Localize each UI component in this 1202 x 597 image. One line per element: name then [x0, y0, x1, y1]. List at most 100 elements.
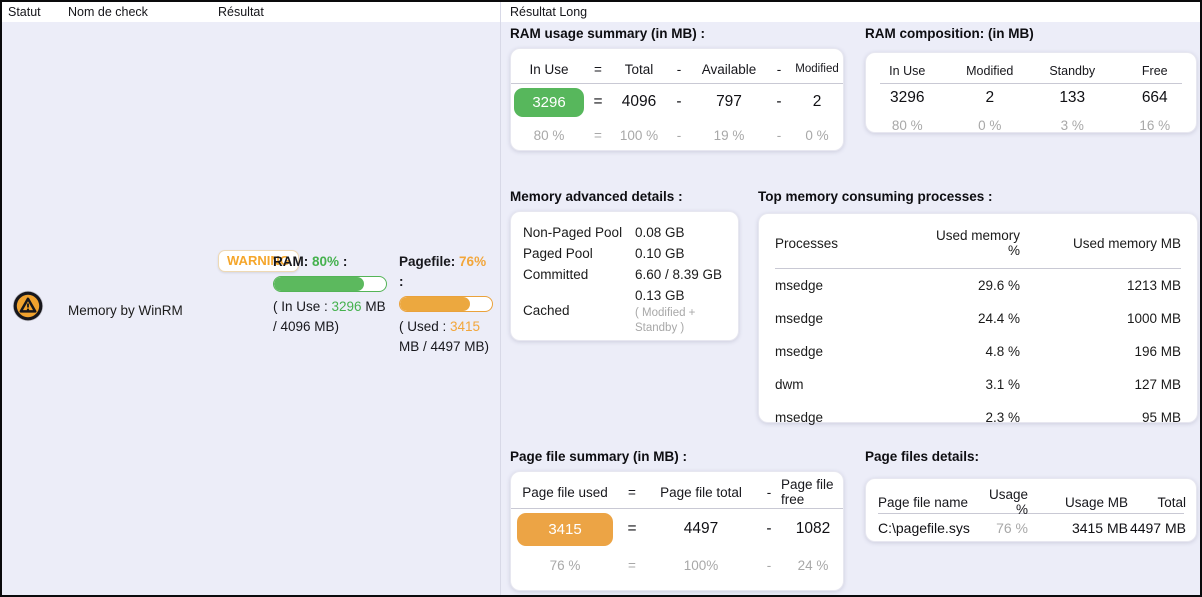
advanced-row: Committed 6.60 / 8.39 GB [523, 264, 726, 285]
monitoring-check-results: Statut Nom de check Résultat Résultat Lo… [0, 0, 1202, 597]
equals-operator: = [627, 520, 636, 538]
ram-comp-header-modified: Modified [966, 64, 1013, 78]
column-header-nom-de-check: Nom de check [68, 5, 148, 19]
pagefile-usage-mb-value: 3415 MB [1028, 520, 1128, 536]
ram-comp-header-free: Free [1142, 64, 1168, 78]
pagefile-summary-header-row: Page file used = Page file total - Page … [511, 476, 843, 508]
ram-composition-percent-row: 80 % 0 % 3 % 16 % [866, 112, 1196, 138]
ram-comp-free-percent: 16 % [1139, 118, 1170, 133]
pagefile-total-percent: 100% [684, 558, 719, 573]
pagefile-used-header: Page file used [522, 485, 608, 500]
pagefile-free-header: Page file free [781, 477, 845, 507]
pagefile-summary-value-row: 3415 = 4497 - 1082 [511, 509, 843, 549]
process-memory-percent: 4.8 % [925, 344, 1020, 359]
pagefile-details-card: Page file name Usage % Usage MB Total C:… [865, 478, 1197, 542]
equals-operator: = [594, 62, 602, 77]
memory-advanced-card: Non-Paged Pool 0.08 GB Paged Pool 0.10 G… [510, 211, 739, 341]
equals-operator: = [628, 558, 636, 573]
ram-total-percent: 100 % [620, 128, 658, 143]
pagefile-colon: : [399, 274, 404, 289]
ram-percent: 80% [312, 254, 339, 269]
pagefile-label: Pagefile: [399, 254, 455, 269]
committed-label: Committed [523, 264, 635, 285]
pagefile-used-value-pill: 3415 [517, 513, 613, 546]
ram-label: RAM: [273, 254, 308, 269]
process-memory-mb: 196 MB [1020, 344, 1181, 359]
ram-usage-bar-fill [274, 277, 364, 291]
process-memory-percent: 3.1 % [925, 377, 1020, 392]
pagefile-total-value: 4497 [684, 520, 718, 538]
process-memory-mb: 127 MB [1020, 377, 1181, 392]
ram-comp-free-value: 664 [1142, 89, 1168, 107]
pagefile-free-percent: 24 % [798, 558, 829, 573]
nonpaged-pool-label: Non-Paged Pool [523, 222, 635, 243]
processes-column-header: Processes [775, 236, 925, 251]
ram-comp-standby-value: 133 [1059, 89, 1085, 107]
process-name: msedge [775, 278, 925, 293]
ram-summary-header-modified: Modified [795, 63, 838, 75]
paged-pool-value: 0.10 GB [635, 243, 726, 264]
column-header-statut: Statut [8, 5, 41, 19]
cached-label: Cached [523, 300, 635, 321]
nonpaged-pool-value: 0.08 GB [635, 222, 726, 243]
pagefile-details-row: C:\pagefile.sys 76 % 3415 MB 4497 MB [878, 514, 1184, 542]
pagefile-details-header-row: Page file name Usage % Usage MB Total [878, 487, 1184, 513]
ram-usage-bar [273, 276, 387, 292]
pagefile-detail-suffix: MB / 4497 MB) [399, 339, 489, 354]
ram-composition-value-row: 3296 2 133 664 [866, 84, 1196, 112]
equals-operator: = [628, 485, 636, 500]
process-row: msedge 4.8 % 196 MB [775, 335, 1181, 368]
pagefile-summary-title: Page file summary (in MB) : [510, 449, 687, 464]
advanced-row: Cached 0.13 GB ( Modified + Standby ) [523, 285, 726, 336]
cached-value: 0.13 GB [635, 285, 726, 306]
equals-operator: = [594, 128, 602, 143]
pagefile-detail-prefix: ( Used : [399, 319, 446, 334]
pagefile-result-heading: Pagefile: 76% : [399, 252, 494, 292]
minus-operator: - [766, 520, 771, 538]
committed-value: 6.60 / 8.39 GB [635, 264, 726, 285]
ram-detail: ( In Use : 3296 MB / 4096 MB) [273, 297, 393, 337]
ram-comp-modified-percent: 0 % [978, 118, 1001, 133]
column-header-resultat-long: Résultat Long [510, 5, 587, 19]
ram-comp-header-standby: Standby [1049, 64, 1095, 78]
process-memory-mb: 1213 MB [1020, 278, 1181, 293]
process-row: msedge 2.3 % 95 MB [775, 401, 1181, 434]
pagefile-result-block: Pagefile: 76% : ( Used : 3415 MB / 4497 … [399, 252, 494, 357]
check-name[interactable]: Memory by WinRM [68, 303, 183, 318]
used-memory-pct-column-header: Used memory % [925, 228, 1020, 258]
usage-percent-column-header: Usage % [978, 487, 1028, 517]
ram-inuse-percent: 80 % [534, 128, 565, 143]
pagefile-details-title: Page files details: [865, 449, 979, 464]
top-processes-card: Processes Used memory % Used memory MB m… [758, 213, 1198, 423]
process-row: msedge 24.4 % 1000 MB [775, 302, 1181, 335]
pagefile-detail: ( Used : 3415 MB / 4497 MB) [399, 317, 494, 357]
memory-advanced-title: Memory advanced details : [510, 189, 683, 204]
ram-summary-value-row: 3296 = 4096 - 797 - 2 [511, 84, 843, 120]
ram-summary-header-row: In Use = Total - Available - Modified [511, 55, 843, 83]
process-row: msedge 29.6 % 1213 MB [775, 269, 1181, 302]
ram-summary-percent-row: 80 % = 100 % - 19 % - 0 % [511, 120, 843, 150]
pagefile-usage-percent-value: 76 % [978, 520, 1028, 536]
ram-composition-card: In Use Modified Standby Free 3296 2 133 … [865, 52, 1197, 133]
minus-operator: - [676, 93, 681, 111]
ram-inuse-value-pill: 3296 [514, 88, 584, 117]
paged-pool-label: Paged Pool [523, 243, 635, 264]
pagefile-free-value: 1082 [796, 520, 830, 538]
minus-operator: - [776, 93, 781, 111]
warning-icon [12, 290, 44, 322]
process-memory-percent: 24.4 % [925, 311, 1020, 326]
process-name: dwm [775, 377, 925, 392]
pagefile-usage-bar-fill [400, 297, 470, 311]
pagefile-total-value: 4497 MB [1128, 520, 1186, 536]
advanced-row: Paged Pool 0.10 GB [523, 243, 726, 264]
ram-modified-percent: 0 % [805, 128, 828, 143]
process-name: msedge [775, 311, 925, 326]
minus-operator: - [777, 62, 782, 77]
pagefile-summary-percent-row: 76 % = 100% - 24 % [511, 549, 843, 581]
pagefile-used-percent: 76 % [550, 558, 581, 573]
ram-colon: : [343, 254, 348, 269]
ram-comp-modified-value: 2 [985, 89, 994, 107]
ram-composition-title: RAM composition: (in MB) [865, 26, 1034, 41]
ram-detail-prefix: ( In Use : [273, 299, 328, 314]
process-memory-mb: 95 MB [1020, 410, 1181, 425]
